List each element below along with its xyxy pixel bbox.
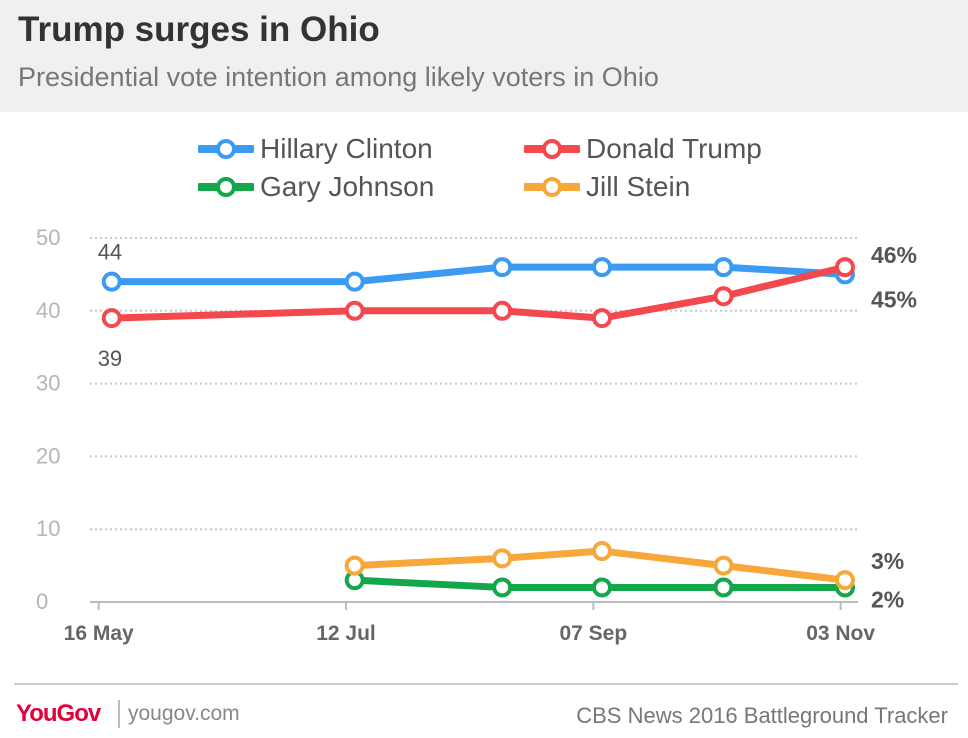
x-tick-label: 07 Sep: [559, 622, 627, 645]
y-tick-label: 10: [36, 516, 60, 541]
data-point-gary-johnson: [492, 577, 513, 598]
line-chart: 0 10 20 30 40 50 16 May 12 Jul 07 Sep 03 Nov 44 39 4…: [36, 225, 917, 645]
data-label: 45%: [871, 286, 917, 312]
data-point-jill-stein: [834, 570, 855, 591]
legend-swatch-stein: [524, 177, 580, 197]
data-label: 2%: [871, 586, 904, 612]
legend-swatch-johnson: [198, 177, 254, 197]
series-line-donald-trump: [108, 263, 849, 322]
chart-title: Trump surges in Ohio: [18, 10, 380, 49]
legend-label-trump: Donald Trump: [586, 133, 762, 164]
data-point-donald-trump: [101, 308, 122, 329]
data-point-donald-trump: [592, 308, 612, 329]
data-label: 3%: [871, 548, 904, 574]
data-point-donald-trump: [344, 300, 365, 321]
legend-swatch-trump: [524, 139, 580, 159]
data-point-gary-johnson: [592, 577, 612, 598]
data-point-hillary-clinton: [592, 257, 612, 278]
data-point-hillary-clinton: [101, 271, 122, 292]
yougov-logo: YouGov: [16, 700, 101, 727]
data-point-jill-stein: [344, 555, 365, 576]
legend-item-clinton[interactable]: Hillary Clinton: [198, 133, 433, 164]
legend-label-johnson: Gary Johnson: [260, 171, 435, 202]
site-link[interactable]: yougov.com: [128, 702, 240, 725]
data-label: 39: [98, 346, 122, 371]
data-label: 46%: [871, 242, 917, 268]
data-point-jill-stein: [713, 555, 734, 576]
data-point-jill-stein: [592, 541, 612, 562]
y-tick-label: 50: [36, 225, 60, 250]
data-point-hillary-clinton: [713, 257, 734, 278]
legend-item-trump[interactable]: Donald Trump: [524, 133, 762, 164]
data-point-hillary-clinton: [344, 271, 365, 292]
data-label: 44: [98, 240, 122, 265]
legend-item-johnson[interactable]: Gary Johnson: [198, 171, 435, 202]
source-credit: CBS News 2016 Battleground Tracker: [576, 703, 948, 728]
header-band: Trump surges in Ohio Presidential vote i…: [0, 0, 968, 112]
y-tick-label: 30: [36, 371, 60, 396]
legend-label-stein: Jill Stein: [586, 171, 691, 202]
data-point-donald-trump: [492, 300, 513, 321]
logo-separator: [118, 700, 120, 728]
y-tick-label: 20: [36, 443, 60, 468]
series-line-hillary-clinton: [108, 263, 849, 286]
legend-item-stein[interactable]: Jill Stein: [524, 171, 691, 202]
legend-swatch-clinton: [198, 139, 254, 159]
data-point-donald-trump: [834, 257, 855, 278]
data-point-hillary-clinton: [492, 257, 513, 278]
data-point-gary-johnson: [713, 577, 734, 598]
x-tick-label: 16 May: [64, 622, 134, 645]
data-point-jill-stein: [492, 548, 513, 569]
chart-subtitle: Presidential vote intention among likely…: [18, 62, 659, 92]
x-tick-label: 03 Nov: [806, 622, 875, 645]
y-tick-label: 0: [36, 589, 48, 614]
y-tick-label: 40: [36, 298, 60, 323]
legend-label-clinton: Hillary Clinton: [260, 133, 433, 164]
data-point-donald-trump: [713, 286, 734, 307]
footer-divider: [14, 683, 958, 685]
x-tick-label: 12 Jul: [316, 622, 376, 645]
